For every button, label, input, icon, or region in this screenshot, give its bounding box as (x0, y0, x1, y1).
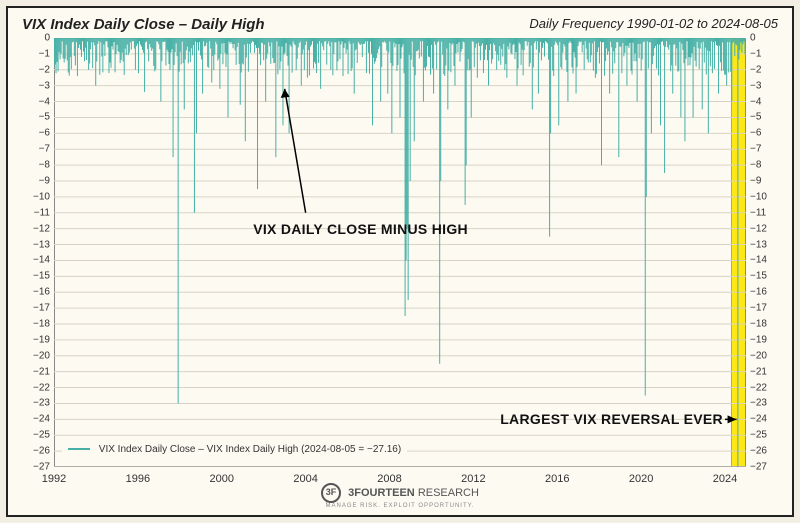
arrow-center (281, 89, 306, 213)
brand-tagline: MANAGE RISK. EXPLOIT OPPORTUNITY. (8, 503, 792, 509)
ytick-left: −17 (14, 303, 50, 314)
ytick-right: −8 (750, 160, 786, 171)
ytick-left: 0 (14, 33, 50, 44)
ytick-left: −8 (14, 160, 50, 171)
brand-name: 3FOURTEEN (348, 487, 415, 499)
ytick-right: 0 (750, 33, 786, 44)
footer-brand: 3F 3FOURTEEN RESEARCH MANAGE RISK. EXPLO… (8, 483, 792, 509)
ytick-right: −18 (750, 319, 786, 330)
plot-area: VIX DAILY CLOSE MINUS HIGH LARGEST VIX R… (54, 38, 746, 467)
ytick-left: −20 (14, 350, 50, 361)
ytick-right: −10 (750, 191, 786, 202)
plot-svg (54, 38, 746, 467)
ytick-left: −9 (14, 176, 50, 187)
ytick-right: −20 (750, 350, 786, 361)
ytick-left: −16 (14, 287, 50, 298)
ytick-right: −27 (750, 462, 786, 473)
ytick-left: −12 (14, 223, 50, 234)
ytick-left: −2 (14, 64, 50, 75)
ytick-right: −9 (750, 176, 786, 187)
ytick-left: −21 (14, 366, 50, 377)
ytick-right: −3 (750, 80, 786, 91)
brand-sub: RESEARCH (418, 487, 479, 499)
ytick-left: −7 (14, 144, 50, 155)
ytick-left: −22 (14, 382, 50, 393)
ytick-right: −23 (750, 398, 786, 409)
ytick-right: −1 (750, 48, 786, 59)
ytick-right: −17 (750, 303, 786, 314)
ytick-left: −24 (14, 414, 50, 425)
ytick-left: −3 (14, 80, 50, 91)
ytick-left: −13 (14, 239, 50, 250)
ytick-right: −25 (750, 430, 786, 441)
ytick-right: −21 (750, 366, 786, 377)
ytick-right: −6 (750, 128, 786, 139)
ytick-right: −5 (750, 112, 786, 123)
brand-logo-icon: 3F (321, 483, 341, 503)
ytick-right: −16 (750, 287, 786, 298)
ytick-right: −11 (750, 207, 786, 218)
legend: VIX Index Daily Close – VIX Index Daily … (62, 442, 407, 457)
ytick-right: −14 (750, 255, 786, 266)
ytick-left: −19 (14, 334, 50, 345)
data-series (54, 38, 745, 467)
chart-frame: VIX Index Daily Close – Daily High Daily… (6, 6, 794, 517)
annotation-right: LARGEST VIX REVERSAL EVER (500, 411, 723, 427)
ytick-left: −10 (14, 191, 50, 202)
ytick-left: −11 (14, 207, 50, 218)
ytick-left: −5 (14, 112, 50, 123)
legend-swatch (68, 448, 90, 450)
ytick-left: −4 (14, 96, 50, 107)
ytick-right: −19 (750, 334, 786, 345)
ytick-left: −6 (14, 128, 50, 139)
ytick-right: −26 (750, 446, 786, 457)
arrow-right (725, 415, 737, 423)
ytick-left: −25 (14, 430, 50, 441)
annotation-center: VIX DAILY CLOSE MINUS HIGH (253, 221, 468, 237)
ytick-right: −13 (750, 239, 786, 250)
ytick-right: −12 (750, 223, 786, 234)
chart-title: VIX Index Daily Close – Daily High (22, 16, 265, 33)
ytick-right: −24 (750, 414, 786, 425)
legend-text: VIX Index Daily Close – VIX Index Daily … (99, 444, 401, 455)
ytick-right: −22 (750, 382, 786, 393)
ytick-left: −1 (14, 48, 50, 59)
ytick-left: −15 (14, 271, 50, 282)
ytick-right: −15 (750, 271, 786, 282)
ytick-right: −4 (750, 96, 786, 107)
ytick-left: −14 (14, 255, 50, 266)
ytick-right: −7 (750, 144, 786, 155)
ytick-left: −26 (14, 446, 50, 457)
chart-subtitle: Daily Frequency 1990-01-02 to 2024-08-05 (529, 16, 778, 31)
ytick-right: −2 (750, 64, 786, 75)
ytick-left: −27 (14, 462, 50, 473)
ytick-left: −18 (14, 319, 50, 330)
ytick-left: −23 (14, 398, 50, 409)
